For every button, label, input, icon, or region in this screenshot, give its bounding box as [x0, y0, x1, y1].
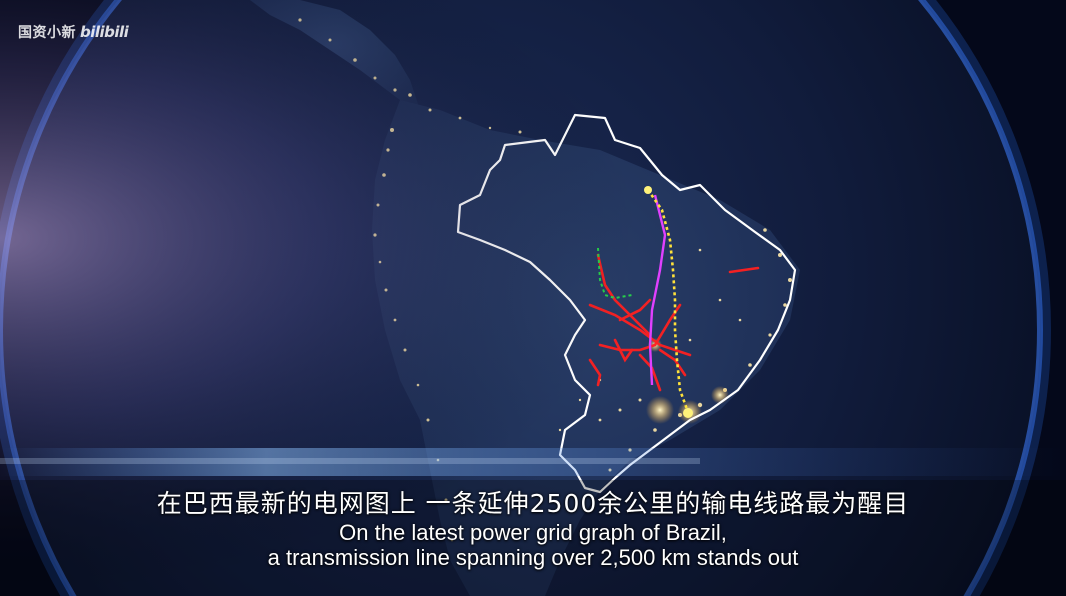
channel-name: 国资小新 [18, 25, 76, 41]
subtitle-block: 在巴西最新的电网图上 一条延伸2500余公里的输电线路最为醒目 On the l… [0, 488, 1066, 570]
bilibili-logo: bilibili [80, 23, 129, 41]
channel-watermark: 国资小新 bilibili [18, 22, 129, 42]
subtitle-english-line-2: a transmission line spanning over 2,500 … [267, 545, 799, 570]
subtitle-chinese: 在巴西最新的电网图上 一条延伸2500余公里的输电线路最为醒目 [156, 489, 910, 518]
subtitle-english-line-1: On the latest power grid graph of Brazil… [339, 520, 727, 545]
